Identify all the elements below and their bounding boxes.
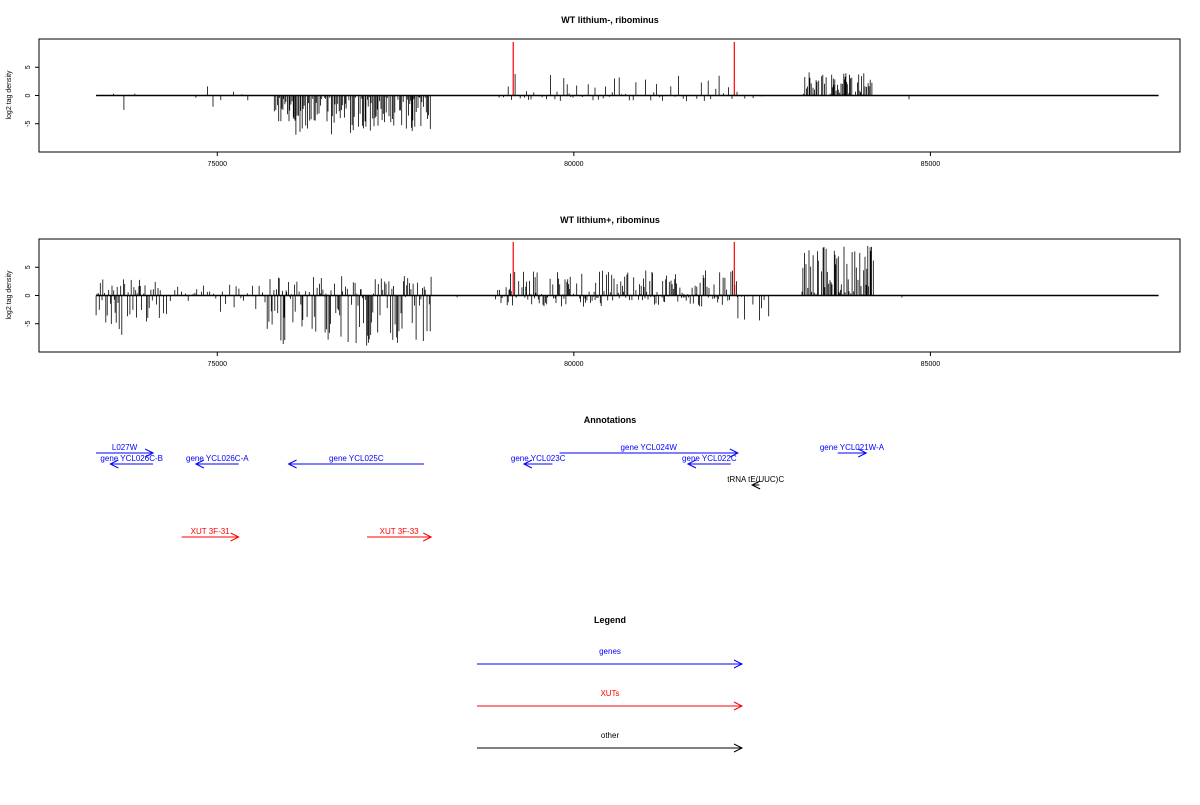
legend-label: other <box>601 731 620 740</box>
x-tick-label: 75000 <box>208 161 228 168</box>
annotations-title: Annotations <box>584 415 637 425</box>
annotation-item: gene YCL026C-A <box>186 454 249 469</box>
annotation-item: gene YCL021W-A <box>820 443 885 458</box>
arrow-head <box>109 459 119 469</box>
x-tick-label: 75000 <box>208 361 228 368</box>
arrow-head <box>144 448 155 458</box>
annotations-panel: Annotations L027W gene YCL026C-B gene YCL0… <box>96 415 885 542</box>
annotation-label: gene YCL026C-B <box>100 454 163 463</box>
y-axis: -5 0 5 <box>25 265 39 327</box>
y-tick-label: -5 <box>25 121 32 127</box>
arrow-head <box>686 459 697 469</box>
arrow-head <box>733 659 744 669</box>
annotation-label: tRNA tE(UUC)C <box>727 475 784 484</box>
annotation-item: gene YCL026C-B <box>100 454 163 469</box>
arrow-head <box>858 448 868 458</box>
annotation-label: gene YCL024W <box>621 443 678 452</box>
x-tick-label: 80000 <box>564 361 584 368</box>
x-tick-label: 85000 <box>921 161 941 168</box>
annotation-label: L027W <box>112 443 138 452</box>
y-tick-label: 5 <box>25 65 32 69</box>
y-axis-label: log2 tag density <box>6 270 13 320</box>
legend-item: XUTs <box>477 689 744 711</box>
arrow-head <box>729 448 739 458</box>
annotation-label: gene YCL026C-A <box>186 454 249 463</box>
panel-title: WT lithium-, ribominus <box>561 15 659 25</box>
annotation-item: tRNA tE(UUC)C <box>727 475 784 490</box>
red-markers <box>512 42 735 96</box>
panel-title: WT lithium+, ribominus <box>560 215 660 225</box>
legend-items: genes XUTs other <box>477 647 744 753</box>
y-tick-label: 5 <box>25 265 32 269</box>
annotation-item: gene YCL025C <box>287 454 425 469</box>
track-panel-lithium-minus: WT lithium-, ribominus log2 tag density … <box>6 15 1181 168</box>
arrow-head <box>751 480 761 490</box>
arrow-head <box>522 459 533 469</box>
track-panel-lithium-plus: WT lithium+, ribominus log2 tag density … <box>6 215 1181 368</box>
density-bars <box>102 72 910 135</box>
legend-label: genes <box>599 647 621 656</box>
y-tick-label: 0 <box>25 293 32 297</box>
arrow-head <box>733 743 744 753</box>
legend-label: XUTs <box>600 689 619 698</box>
legend-title: Legend <box>594 615 626 625</box>
annotation-item: XUT 3F-31 <box>181 527 240 542</box>
annotation-label: XUT 3F-31 <box>191 527 231 536</box>
annotation-item: gene YCL022C <box>682 454 737 469</box>
x-axis: 75000 80000 85000 <box>208 152 941 168</box>
annotation-label: gene YCL025C <box>329 454 384 463</box>
annotation-label: gene YCL022C <box>682 454 737 463</box>
x-axis: 75000 80000 85000 <box>208 352 941 368</box>
annotation-item: XUT 3F-33 <box>367 527 433 542</box>
arrow-head <box>287 459 297 469</box>
annotation-label: gene YCL021W-A <box>820 443 885 452</box>
legend-item: genes <box>477 647 744 669</box>
arrow-head <box>230 532 240 542</box>
y-tick-label: 0 <box>25 93 32 97</box>
x-tick-label: 85000 <box>921 361 941 368</box>
arrow-head <box>422 532 433 542</box>
annotation-items: L027W gene YCL026C-B gene YCL026C-A gene YC… <box>96 443 885 542</box>
red-markers <box>512 242 735 296</box>
annotation-item: L027W <box>96 443 155 458</box>
x-tick-label: 80000 <box>564 161 584 168</box>
y-axis-label: log2 tag density <box>6 70 13 120</box>
y-tick-label: -5 <box>25 321 32 327</box>
legend-panel: Legend genes XUTs other <box>477 615 744 753</box>
legend-item: other <box>477 731 744 753</box>
arrow-head <box>194 459 205 469</box>
arrow-head <box>733 701 744 711</box>
annotation-item: gene YCL024W <box>559 443 739 458</box>
annotation-label: XUT 3F-33 <box>380 527 420 536</box>
annotation-item: gene YCL023C <box>511 454 566 469</box>
annotation-label: gene YCL023C <box>511 454 566 463</box>
y-axis: -5 0 5 <box>25 65 39 127</box>
